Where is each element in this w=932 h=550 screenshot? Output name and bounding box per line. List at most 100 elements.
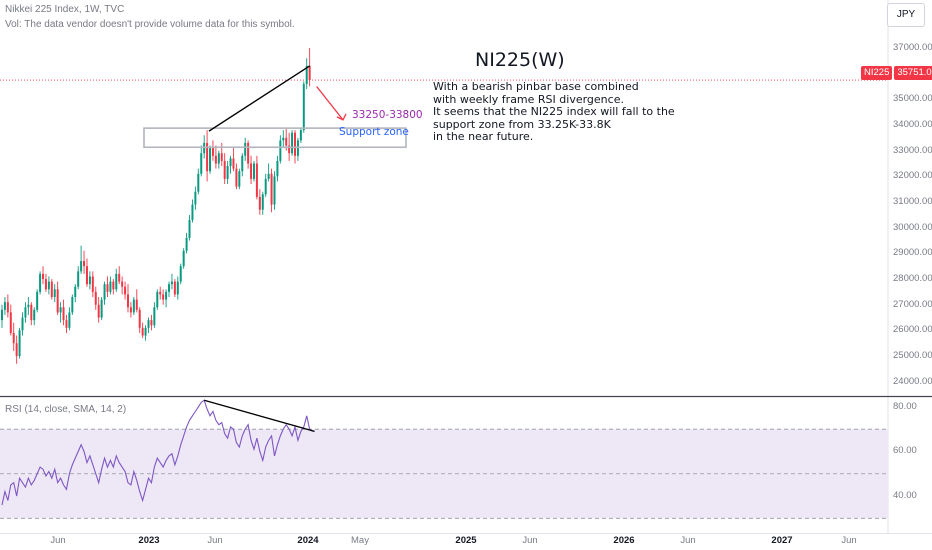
candle-body <box>214 155 217 164</box>
candle-body <box>209 148 212 172</box>
candle-body <box>191 204 194 220</box>
price-axis-label: 30000.00 <box>893 221 932 233</box>
rsi-axis-label: 60.00 <box>893 445 917 457</box>
annotation-headline[interactable]: NI225(W) <box>475 49 565 71</box>
time-axis-label: 2026 <box>613 535 635 546</box>
candles <box>1 47 311 364</box>
price-axis-label: 31000.00 <box>893 196 932 207</box>
candle-body <box>53 289 56 298</box>
candle-body <box>247 142 250 164</box>
rsi-axis-label: 40.00 <box>893 490 917 502</box>
candle-body <box>124 286 127 295</box>
rsi-line <box>1 399 313 506</box>
support-zone-label: Support zone <box>339 126 409 138</box>
candle-body <box>56 289 59 313</box>
candle-body <box>217 153 220 164</box>
candle-body <box>50 281 53 298</box>
candle-body <box>112 281 115 290</box>
candle-body <box>185 237 188 251</box>
rsi-divergence-line <box>203 399 315 433</box>
price-axis-label: 34000.00 <box>893 118 932 130</box>
candle-body <box>168 284 171 292</box>
candle-body <box>241 155 244 172</box>
candle-body <box>12 332 15 344</box>
candle-body <box>244 142 247 156</box>
candle-body <box>126 294 129 308</box>
price-axis-label: 26000.00 <box>893 324 932 336</box>
rsi-pane <box>0 399 888 519</box>
note-line: support zone from 33.25K-33.8K <box>433 117 611 131</box>
price-axis-label: 35000.00 <box>893 93 932 105</box>
candle-body <box>156 291 159 308</box>
support-zone-box <box>143 127 407 149</box>
candle-body <box>91 276 94 292</box>
candle-body <box>74 286 77 298</box>
candle-body <box>44 279 47 290</box>
candle-body <box>83 261 86 267</box>
annotation-note[interactable]: With a bearish pinbar base combined with… <box>433 80 675 144</box>
target-range-label: 33250-33800 <box>352 109 423 121</box>
candle-body <box>147 320 150 328</box>
candle-body <box>308 65 311 81</box>
candle-body <box>291 132 294 154</box>
candle-body <box>129 307 132 313</box>
candle-body <box>77 271 80 287</box>
candle-body <box>153 307 156 326</box>
rsi-axis-label: 80.00 <box>893 400 917 412</box>
candle-body <box>109 281 112 292</box>
time-axis-label: Jun <box>50 535 66 546</box>
candle-body <box>103 284 106 300</box>
candle-body <box>261 194 264 210</box>
candle-body <box>267 173 270 179</box>
candle-body <box>159 291 162 295</box>
price-trendline <box>208 65 311 132</box>
candle-body <box>273 176 276 205</box>
candle-body <box>27 304 30 308</box>
price-axis-label: 29000.00 <box>893 247 932 259</box>
candle-body <box>235 168 238 187</box>
candle-body <box>36 291 39 310</box>
price-axis-label: 27000.00 <box>893 298 932 310</box>
projection-arrowhead <box>336 113 347 121</box>
candle-body <box>85 266 88 285</box>
candle-body <box>88 276 91 285</box>
candle-body <box>42 273 45 280</box>
candle-body <box>21 317 24 331</box>
time-axis-label: May <box>351 535 369 546</box>
candle-body <box>118 273 121 282</box>
candle-body <box>138 309 141 328</box>
candle-body <box>165 291 168 300</box>
candle-body <box>211 148 214 156</box>
price-axis-label: 25000.00 <box>893 350 932 362</box>
candle-body <box>305 65 308 84</box>
candle-body <box>1 309 3 321</box>
candle-body <box>276 160 279 177</box>
rsi-title: RSI (14, close, SMA, 14, 2) <box>5 404 127 415</box>
note-line: With a bearish pinbar base combined <box>433 80 639 93</box>
candle-body <box>220 153 223 161</box>
candle-body <box>279 140 282 161</box>
candle-body <box>194 191 197 205</box>
candle-body <box>162 294 165 300</box>
candle-body <box>18 330 21 357</box>
candle-body <box>71 297 74 313</box>
drawings <box>143 65 407 149</box>
candle-body <box>232 158 235 169</box>
last-price-tag: NI225 35751.00 <box>861 66 932 80</box>
candle-body <box>302 83 305 131</box>
candle-body <box>173 281 176 295</box>
candle-body <box>141 327 144 336</box>
candle-body <box>264 178 267 195</box>
candle-body <box>296 140 299 156</box>
candle-body <box>282 137 285 141</box>
candle-body <box>3 302 6 310</box>
candle-body <box>80 261 83 272</box>
candle-body <box>203 142 206 154</box>
price-tag-symbol: NI225 <box>861 66 893 80</box>
currency-button[interactable]: JPY <box>887 3 925 27</box>
time-axis-label: Jun <box>207 535 223 546</box>
candle-body <box>250 163 253 179</box>
candle-body <box>59 307 62 313</box>
candle-body <box>97 304 100 318</box>
